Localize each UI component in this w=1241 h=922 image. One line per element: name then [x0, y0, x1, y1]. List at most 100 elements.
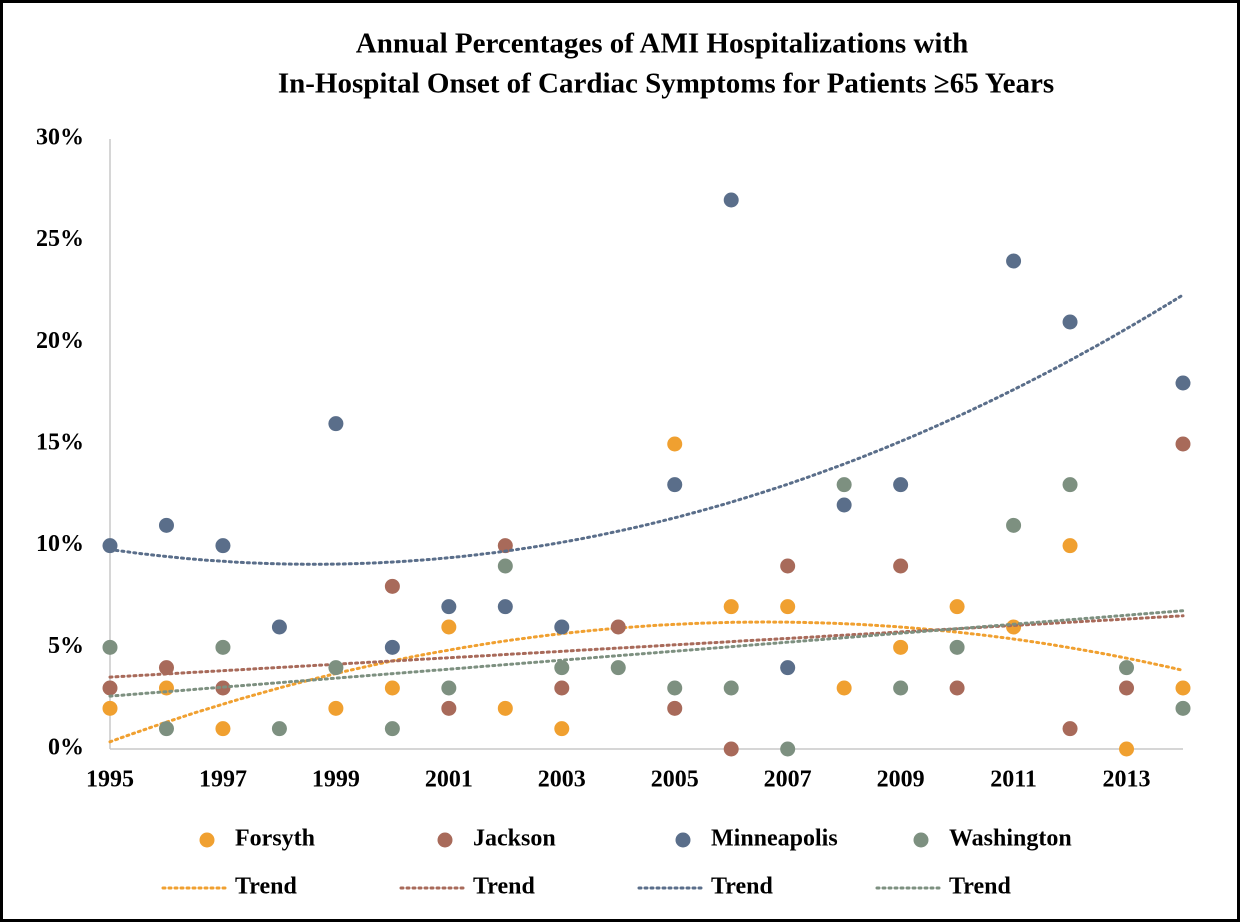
y-tick-label: 5%	[48, 633, 84, 659]
point	[384, 680, 400, 696]
legend-label: Forsyth	[235, 826, 315, 852]
legend-label: Trend	[473, 874, 535, 900]
point	[667, 680, 683, 696]
point	[1119, 660, 1135, 676]
point	[1062, 477, 1078, 493]
point	[610, 619, 626, 635]
point	[554, 619, 570, 635]
point	[949, 680, 965, 696]
point	[723, 192, 739, 208]
point	[1175, 436, 1191, 452]
y-tick-label: 30%	[36, 125, 84, 151]
trend-line	[108, 620, 1185, 744]
x-tick-label: 2009	[877, 767, 925, 793]
point	[667, 477, 683, 493]
legend-marker	[437, 832, 453, 848]
point	[667, 436, 683, 452]
x-tick-label: 1995	[86, 767, 134, 793]
point	[497, 700, 513, 716]
point	[215, 538, 231, 554]
point	[215, 639, 231, 655]
x-tick-label: 2001	[425, 767, 473, 793]
legend-label: Minneapolis	[711, 826, 838, 852]
legend-marker	[675, 832, 691, 848]
point	[497, 538, 513, 554]
point	[441, 599, 457, 615]
point	[1062, 314, 1078, 330]
point	[780, 558, 796, 574]
point	[1175, 680, 1191, 696]
y-tick-label: 20%	[36, 328, 84, 354]
point	[102, 680, 118, 696]
point	[836, 477, 852, 493]
point	[836, 680, 852, 696]
chart-title: In-Hospital Onset of Cardiac Symptoms fo…	[278, 68, 1054, 100]
point	[328, 416, 344, 432]
point	[215, 721, 231, 737]
point	[723, 741, 739, 757]
point	[780, 741, 796, 757]
point	[893, 680, 909, 696]
point	[271, 721, 287, 737]
point	[328, 660, 344, 676]
point	[780, 660, 796, 676]
point	[554, 660, 570, 676]
point	[893, 558, 909, 574]
point	[723, 599, 739, 615]
point	[102, 538, 118, 554]
x-tick-label: 2007	[764, 767, 812, 793]
y-tick-label: 15%	[36, 430, 84, 456]
point	[723, 680, 739, 696]
trend-line	[108, 609, 1185, 698]
legend-label: Trend	[711, 874, 773, 900]
point	[441, 680, 457, 696]
x-tick-label: 1997	[199, 767, 247, 793]
point	[893, 477, 909, 493]
point	[102, 700, 118, 716]
legend-label: Washington	[949, 826, 1072, 852]
legend-marker	[199, 832, 215, 848]
legend-label: Jackson	[473, 826, 556, 852]
y-tick-label: 0%	[48, 735, 84, 761]
x-tick-label: 1999	[312, 767, 360, 793]
legend-label: Trend	[235, 874, 297, 900]
point	[497, 599, 513, 615]
legend-label: Trend	[949, 874, 1011, 900]
point	[328, 700, 344, 716]
point	[384, 639, 400, 655]
point	[1062, 721, 1078, 737]
point	[102, 639, 118, 655]
point	[610, 660, 626, 676]
point	[158, 517, 174, 533]
point	[1006, 253, 1022, 269]
legend-marker	[913, 832, 929, 848]
point	[271, 619, 287, 635]
x-tick-label: 2005	[651, 767, 699, 793]
point	[1006, 517, 1022, 533]
point	[949, 639, 965, 655]
point	[554, 680, 570, 696]
point	[497, 558, 513, 574]
point	[384, 721, 400, 737]
point	[384, 578, 400, 594]
chart-title: Annual Percentages of AMI Hospitalizatio…	[356, 28, 969, 60]
point	[1175, 375, 1191, 391]
point	[158, 680, 174, 696]
x-tick-label: 2003	[538, 767, 586, 793]
point	[1119, 741, 1135, 757]
x-tick-label: 2013	[1103, 767, 1151, 793]
point	[158, 721, 174, 737]
point	[780, 599, 796, 615]
point	[893, 639, 909, 655]
y-tick-label: 25%	[36, 226, 84, 252]
point	[1062, 538, 1078, 554]
point	[836, 497, 852, 513]
point	[1119, 680, 1135, 696]
point	[1175, 700, 1191, 716]
point	[554, 721, 570, 737]
y-tick-label: 10%	[36, 531, 84, 557]
trend-line	[108, 293, 1185, 566]
